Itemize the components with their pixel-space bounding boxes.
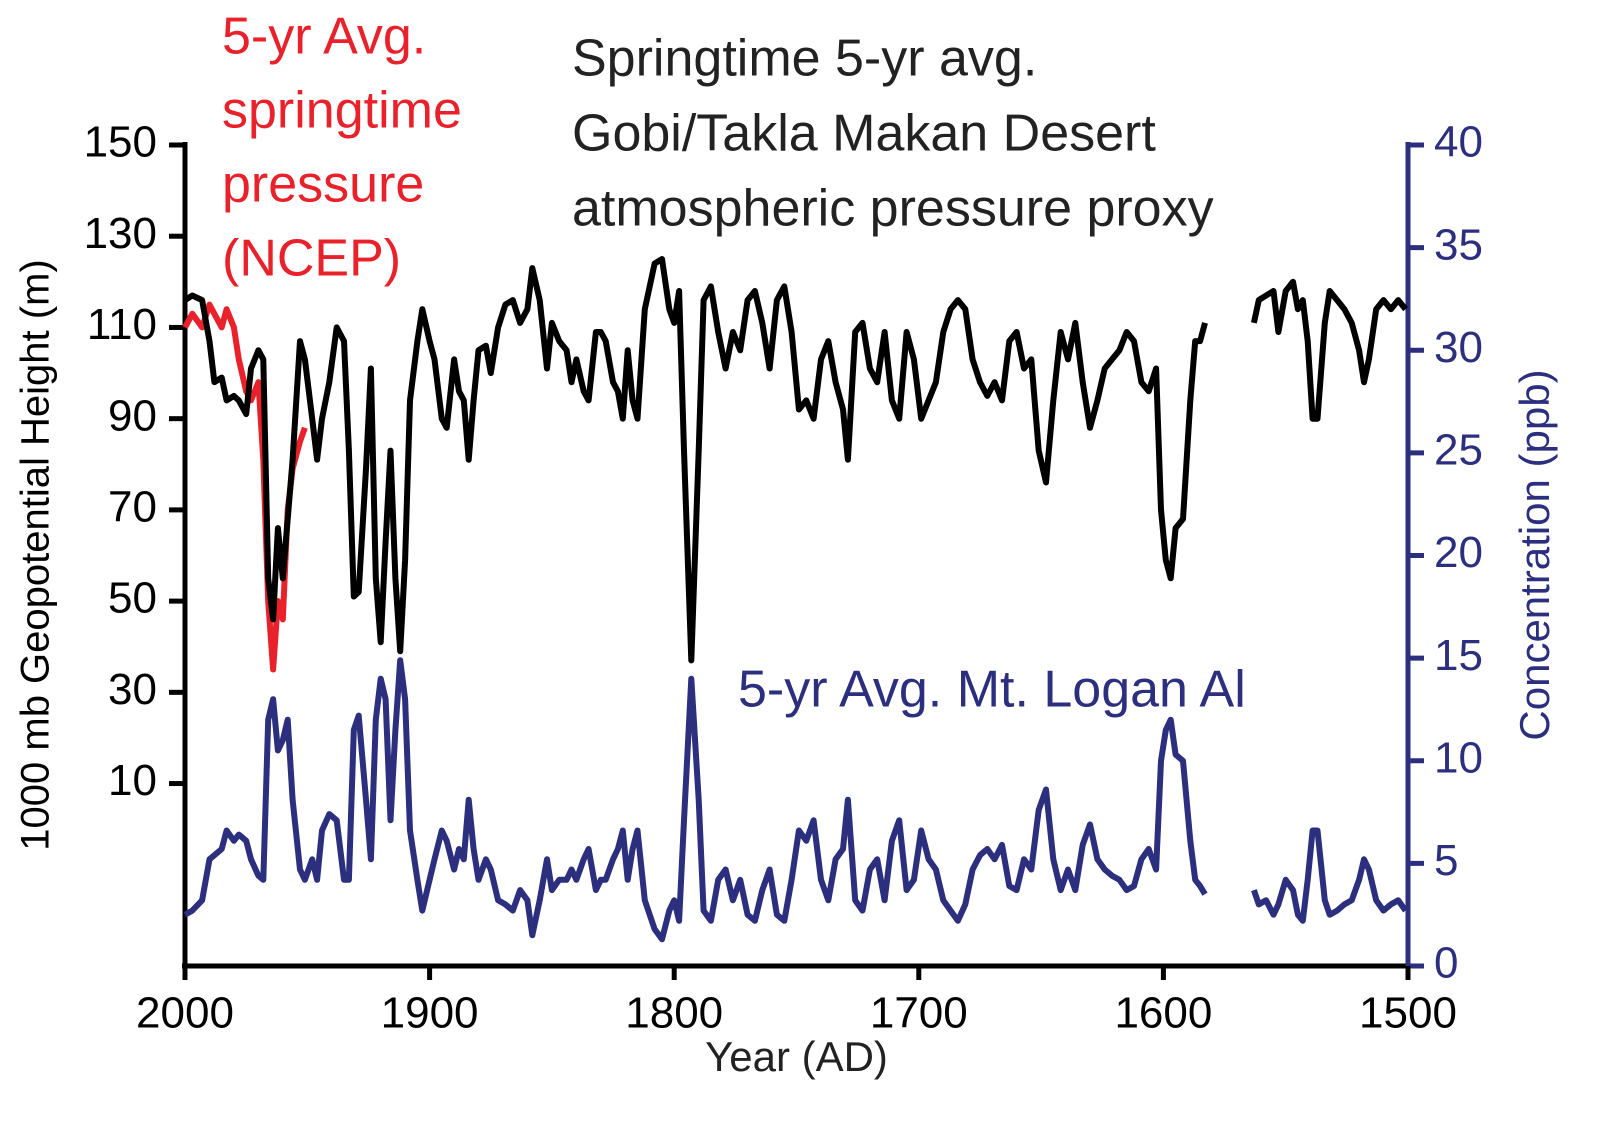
y-tick-label: 130 bbox=[84, 209, 157, 258]
x-tick-label: 1800 bbox=[625, 989, 723, 1038]
x-axis-label: Year (AD) bbox=[705, 1033, 888, 1080]
y-tick-label: 70 bbox=[108, 483, 157, 532]
x-tick-label: 2000 bbox=[136, 989, 234, 1038]
y2-tick-label: 30 bbox=[1434, 323, 1483, 372]
series-label: springtime bbox=[222, 82, 462, 140]
y-tick-label: 110 bbox=[87, 300, 157, 349]
y2-tick-label: 25 bbox=[1434, 426, 1483, 475]
chart-title: Gobi/Takla Makan Desert bbox=[572, 105, 1156, 163]
chart-title: Springtime 5-yr avg. bbox=[572, 30, 1037, 88]
series-label: (NCEP) bbox=[222, 230, 401, 288]
x-tick-label: 1700 bbox=[870, 989, 968, 1038]
y2-tick-label: 35 bbox=[1434, 220, 1483, 269]
y2-tick-label: 0 bbox=[1434, 939, 1458, 988]
x-tick-label: 1600 bbox=[1114, 989, 1212, 1038]
y-tick-label: 90 bbox=[108, 391, 157, 440]
y2-tick-label: 10 bbox=[1434, 733, 1483, 782]
y-tick-label: 30 bbox=[108, 665, 157, 714]
y2-tick-label: 15 bbox=[1434, 631, 1483, 680]
series-label: 5-yr Avg. Mt. Logan Al bbox=[738, 661, 1246, 719]
data-line bbox=[183, 657, 1409, 943]
data-line bbox=[183, 256, 1408, 664]
y2-tick-label: 5 bbox=[1434, 836, 1458, 885]
y-tick-label: 50 bbox=[108, 574, 157, 623]
chart-title: atmospheric pressure proxy bbox=[572, 180, 1214, 238]
y-tick-label: 10 bbox=[108, 756, 157, 805]
y2-tick-label: 40 bbox=[1434, 118, 1483, 167]
series-label: pressure bbox=[222, 156, 424, 214]
y-axis-label: 1000 mb Geopotential Height (m) bbox=[14, 259, 58, 850]
series-label: 5-yr Avg. bbox=[222, 8, 426, 66]
y2-axis-label: Concentration (ppb) bbox=[1511, 369, 1558, 740]
y-tick-label: 150 bbox=[84, 118, 157, 167]
data-line bbox=[182, 301, 308, 673]
x-tick-label: 1900 bbox=[381, 989, 479, 1038]
y2-tick-label: 20 bbox=[1434, 528, 1483, 577]
x-tick-label: 1500 bbox=[1359, 989, 1457, 1038]
